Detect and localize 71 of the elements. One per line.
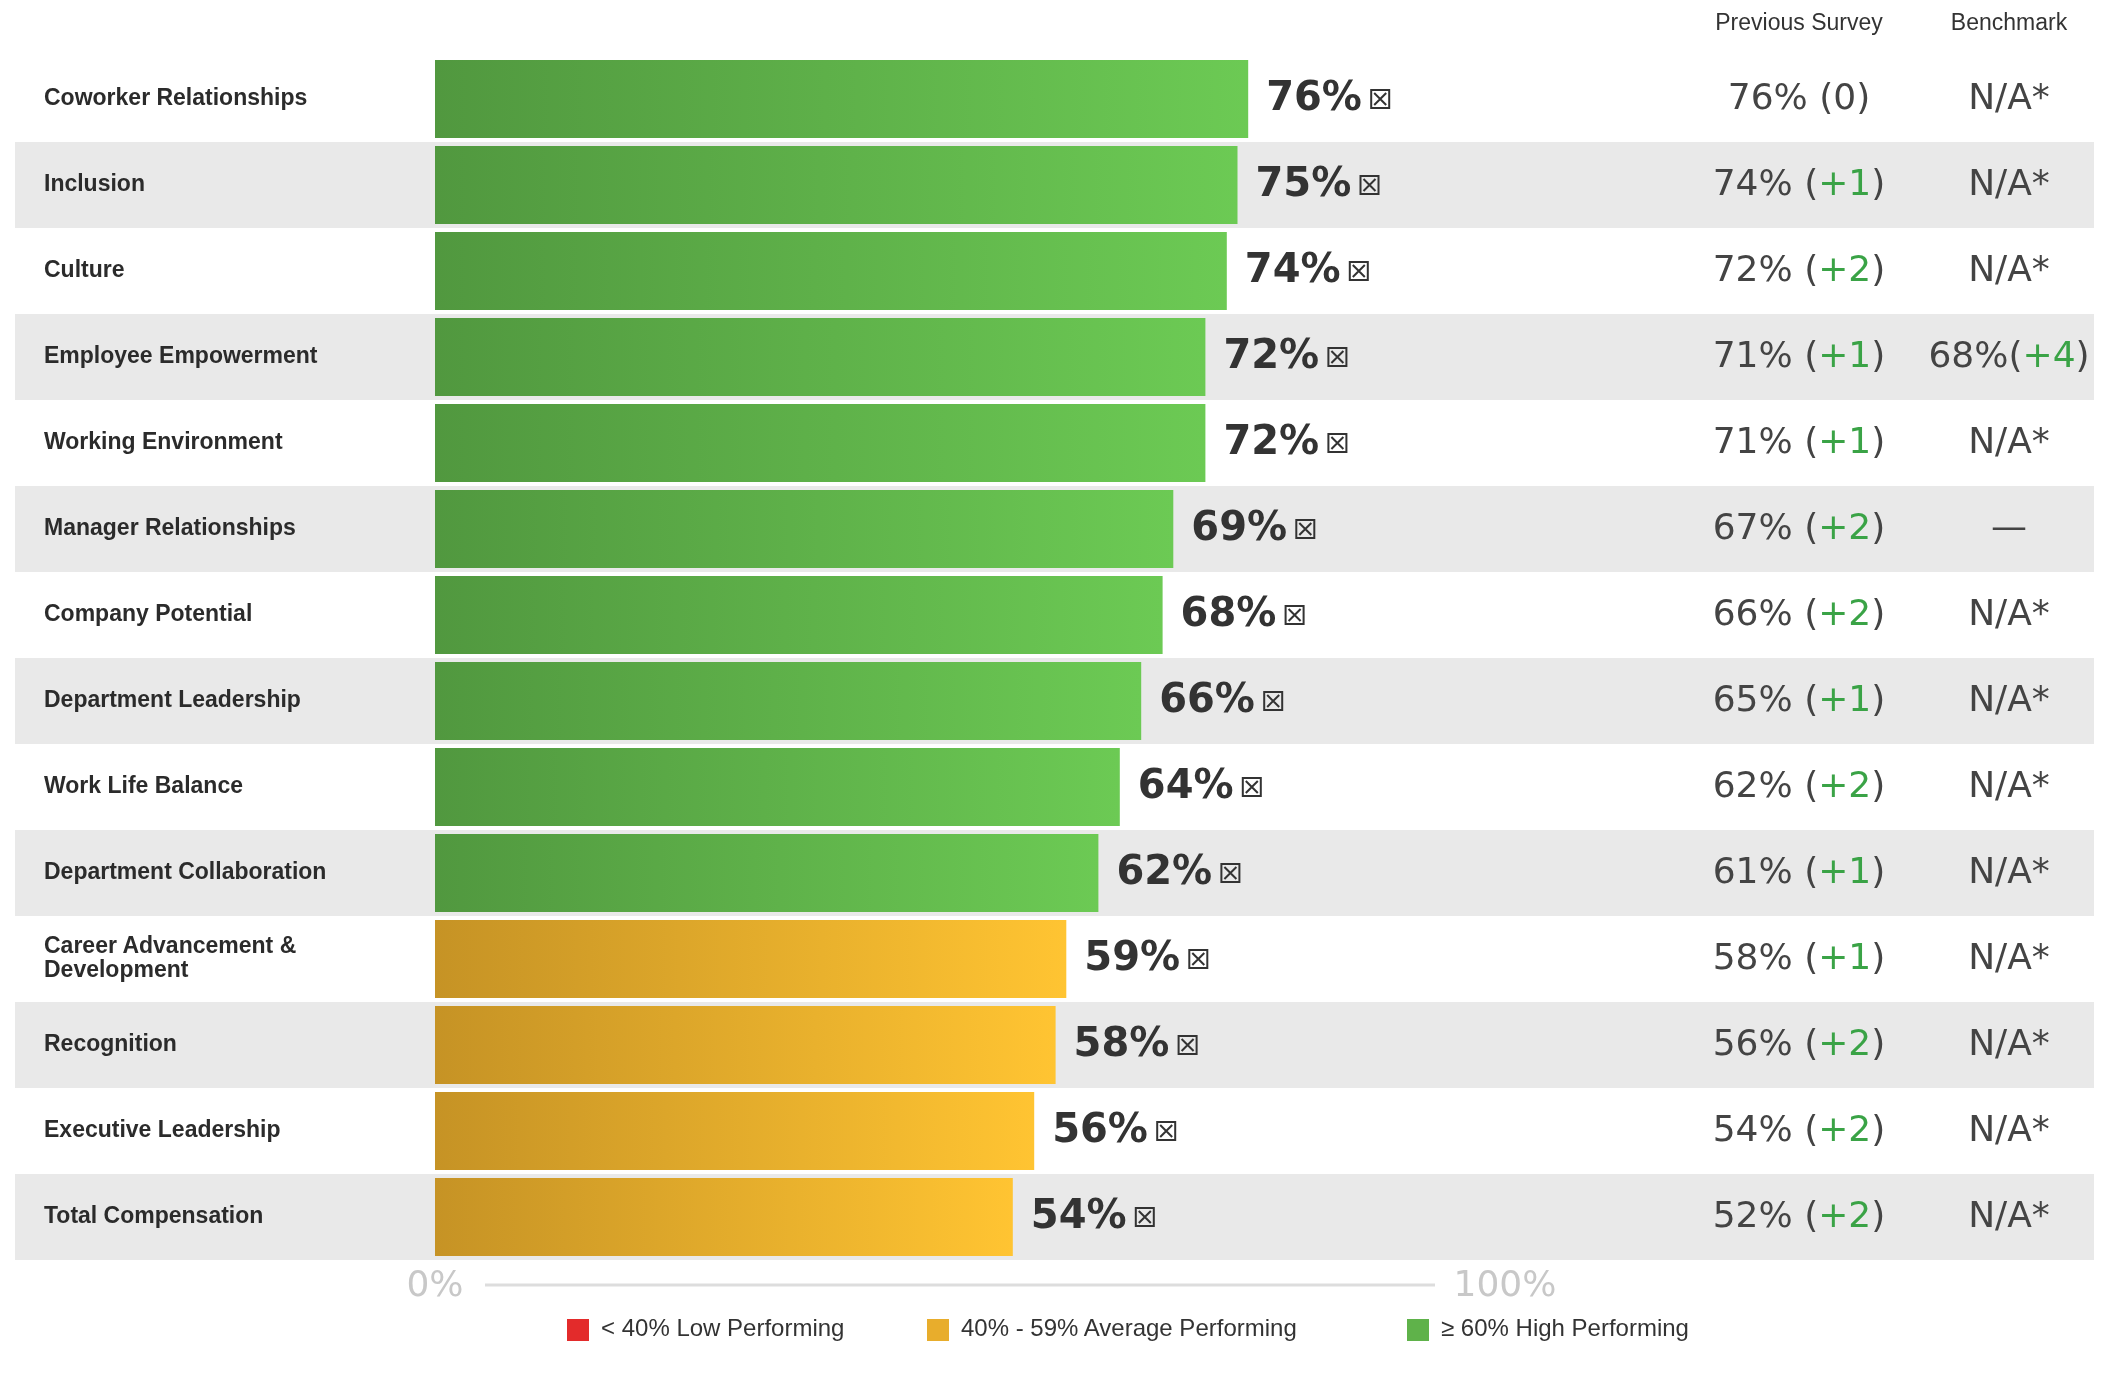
- bar: [435, 1178, 1013, 1256]
- data-label: 75%: [1255, 159, 1352, 205]
- text: 66% (+2): [1712, 592, 1886, 633]
- data-label: 64%: [1137, 761, 1234, 807]
- text: N/A*: [1968, 76, 2050, 117]
- y-tick-label: Culture: [44, 256, 125, 283]
- text: Previous Survey: [1715, 9, 1884, 35]
- text: 65% (+1): [1712, 678, 1886, 719]
- data-label: 74%: [1244, 245, 1341, 291]
- legend-label: ≥ 60% High Performing: [1441, 1314, 1689, 1342]
- data-label: 54%: [1030, 1191, 1127, 1237]
- text: N/A*: [1968, 678, 2050, 719]
- y-tick-label: Employee Empowerment: [44, 342, 318, 369]
- data-label: 56%: [1052, 1105, 1148, 1151]
- y-tick-label: Work Life Balance: [44, 772, 243, 799]
- text: N/A*: [1968, 592, 2050, 633]
- text: N/A*: [1968, 850, 2050, 891]
- legend-label: 40% - 59% Average Performing: [961, 1314, 1297, 1342]
- text: 52% (+2): [1712, 1194, 1886, 1235]
- y-tick-label: Working Environment: [44, 428, 283, 455]
- y-tick-label: Department Collaboration: [44, 858, 327, 885]
- text: 74% (+1): [1712, 162, 1886, 203]
- text: 76% (0): [1727, 76, 1871, 117]
- bar: [435, 404, 1206, 482]
- data-label: 68%: [1180, 589, 1277, 635]
- y-tick-label: Total Compensation: [44, 1202, 264, 1229]
- y-tick-label: Coworker Relationships: [44, 84, 308, 111]
- text: 71% (+1): [1712, 420, 1886, 461]
- data-label: 62%: [1116, 847, 1213, 893]
- legend-label: < 40% Low Performing: [601, 1314, 845, 1342]
- text: 71% (+1): [1712, 334, 1886, 375]
- y-tick-label: Manager Relationships: [44, 514, 296, 541]
- text: N/A*: [1968, 162, 2050, 203]
- y-tick-label: Company Potential: [44, 600, 253, 627]
- y-tick-label: Executive Leadership: [44, 1116, 281, 1143]
- text: 62% (+2): [1712, 764, 1886, 805]
- bar: [435, 232, 1227, 310]
- text: —: [1991, 506, 2027, 547]
- bar: [435, 1006, 1056, 1084]
- bar: [435, 920, 1067, 998]
- y-tick-label: Career Advancement & Development: [44, 932, 297, 983]
- data-label: 58%: [1073, 1019, 1170, 1065]
- data-label: 59%: [1084, 933, 1181, 979]
- bar: [435, 834, 1099, 912]
- text: 67% (+2): [1712, 506, 1886, 547]
- text: N/A*: [1968, 248, 2050, 289]
- bar: [435, 576, 1163, 654]
- text: 54% (+2): [1712, 1108, 1886, 1149]
- text: N/A*: [1968, 1022, 2050, 1063]
- text: 72% (+2): [1712, 248, 1886, 289]
- text: 68%(+4): [1928, 334, 2090, 375]
- data-label: 69%: [1191, 503, 1288, 549]
- text: N/A*: [1968, 1194, 2050, 1235]
- bar: [435, 748, 1120, 826]
- data-label: 72%: [1223, 417, 1320, 463]
- text: Benchmark: [1950, 9, 2068, 35]
- text: N/A*: [1968, 764, 2050, 805]
- y-tick-label: Recognition: [44, 1030, 177, 1057]
- bar: [435, 1092, 1035, 1170]
- data-label: 66%: [1159, 675, 1255, 721]
- text: N/A*: [1968, 1108, 2050, 1149]
- text: 61% (+1): [1712, 850, 1886, 891]
- text: 58% (+1): [1712, 936, 1886, 977]
- y-tick-label: Inclusion: [44, 170, 145, 197]
- y-tick-label: Department Leadership: [44, 686, 301, 713]
- text: 56% (+2): [1712, 1022, 1886, 1063]
- text: N/A*: [1968, 420, 2050, 461]
- bar: [435, 60, 1249, 138]
- data-label: 76%: [1266, 73, 1362, 119]
- text: N/A*: [1968, 936, 2050, 977]
- data-label: 72%: [1223, 331, 1320, 377]
